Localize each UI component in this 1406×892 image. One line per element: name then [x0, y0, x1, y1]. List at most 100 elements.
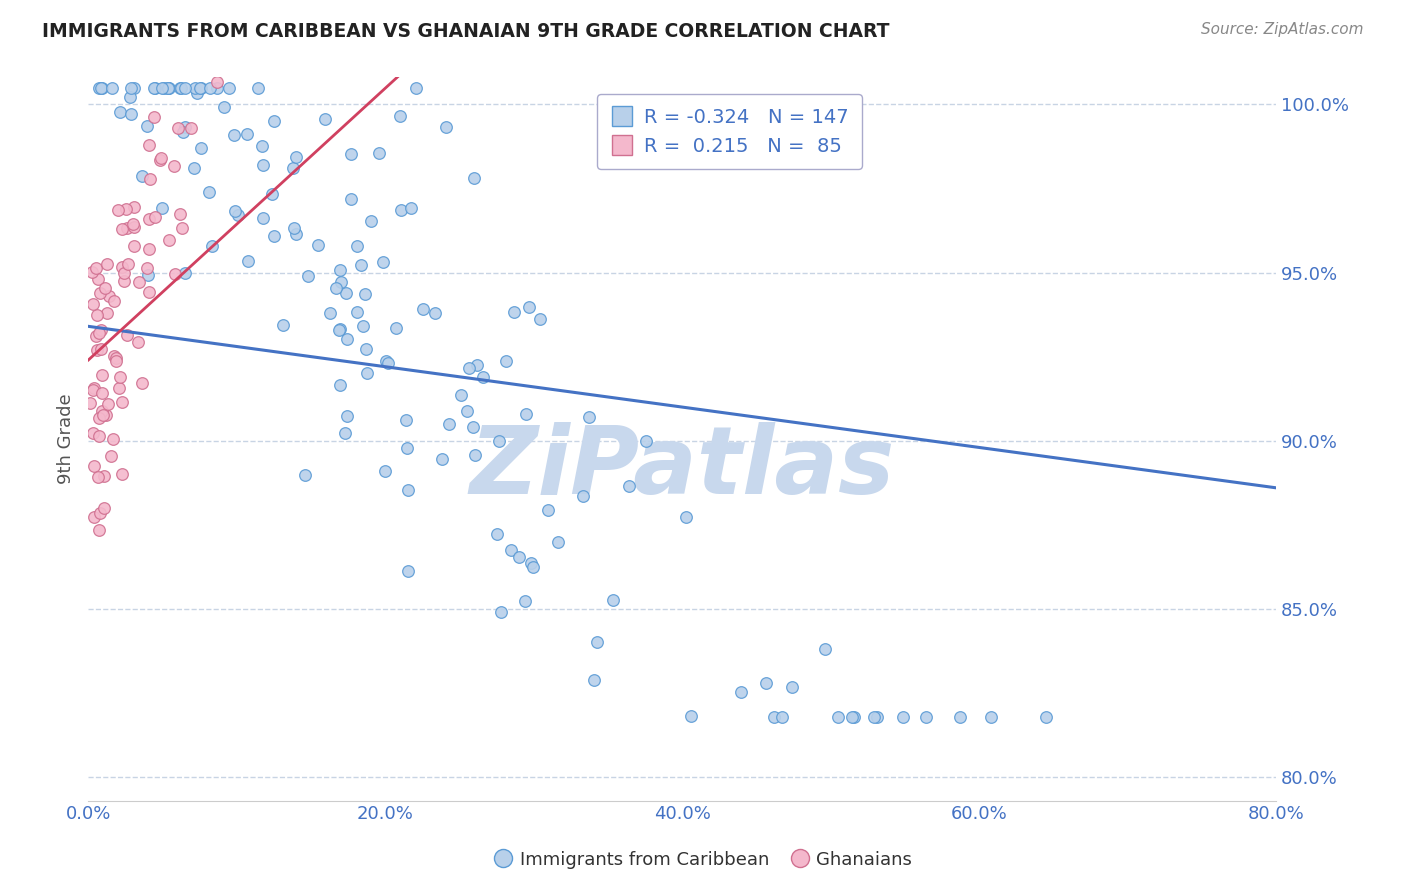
Point	[93, 501, 115, 516]
Point	[94, 408, 117, 422]
Point	[501, 542, 523, 557]
Point	[86, 308, 108, 322]
Point	[174, 80, 197, 95]
Point	[529, 311, 551, 326]
Point	[515, 408, 537, 422]
Point	[136, 260, 159, 275]
Point	[375, 353, 398, 368]
Point	[425, 306, 447, 320]
Point	[83, 381, 105, 395]
Point	[260, 186, 283, 201]
Point	[82, 425, 104, 440]
Point	[450, 388, 472, 402]
Point	[333, 425, 356, 440]
Point	[87, 429, 110, 443]
Point	[537, 503, 560, 517]
Point	[472, 370, 495, 384]
Point	[328, 323, 350, 337]
Point	[250, 139, 273, 153]
Point	[465, 359, 488, 373]
Point	[238, 253, 260, 268]
Text: ZiPatlas: ZiPatlas	[470, 422, 894, 514]
Point	[122, 239, 145, 253]
Point	[166, 0, 188, 11]
Point	[681, 709, 703, 723]
Point	[142, 80, 165, 95]
Point	[115, 202, 138, 217]
Point	[356, 342, 378, 356]
Point	[105, 354, 128, 368]
Point	[755, 675, 778, 690]
Point	[201, 239, 224, 253]
Point	[83, 458, 105, 473]
Point	[122, 220, 145, 235]
Point	[770, 709, 793, 723]
Point	[456, 403, 478, 417]
Point	[103, 293, 125, 308]
Point	[399, 201, 422, 215]
Point	[169, 80, 191, 95]
Point	[252, 158, 274, 172]
Point	[915, 709, 938, 723]
Point	[263, 114, 285, 128]
Point	[138, 212, 160, 227]
Text: Source: ZipAtlas.com: Source: ZipAtlas.com	[1201, 22, 1364, 37]
Point	[131, 376, 153, 391]
Point	[377, 355, 399, 369]
Point	[374, 464, 396, 478]
Point	[389, 109, 412, 123]
Point	[117, 221, 139, 235]
Point	[318, 306, 340, 320]
Point	[217, 4, 239, 19]
Point	[340, 146, 363, 161]
Point	[488, 434, 510, 448]
Y-axis label: 9th Grade: 9th Grade	[58, 393, 75, 484]
Point	[89, 326, 111, 340]
Point	[519, 557, 541, 571]
Point	[91, 368, 114, 383]
Point	[367, 146, 389, 161]
Point	[405, 80, 427, 95]
Point	[84, 261, 107, 276]
Legend: Immigrants from Caribbean, Ghanaians: Immigrants from Caribbean, Ghanaians	[486, 844, 920, 876]
Point	[384, 320, 406, 334]
Point	[150, 151, 173, 165]
Point	[91, 404, 114, 418]
Point	[224, 204, 246, 219]
Point	[172, 125, 194, 139]
Point	[273, 318, 295, 332]
Point	[93, 468, 115, 483]
Point	[827, 709, 849, 723]
Point	[461, 420, 484, 434]
Point	[112, 266, 135, 280]
Point	[122, 217, 145, 231]
Point	[284, 150, 307, 164]
Point	[304, 0, 326, 11]
Point	[980, 709, 1002, 723]
Point	[205, 74, 228, 88]
Point	[389, 203, 412, 218]
Point	[360, 214, 382, 228]
Point	[94, 281, 117, 295]
Point	[108, 381, 131, 395]
Point	[87, 272, 110, 286]
Point	[780, 680, 803, 694]
Point	[458, 361, 481, 376]
Point	[122, 200, 145, 214]
Point	[335, 286, 357, 301]
Point	[82, 384, 104, 398]
Point	[83, 509, 105, 524]
Point	[111, 222, 134, 236]
Point	[495, 354, 517, 368]
Point	[222, 128, 245, 142]
Point	[198, 80, 221, 95]
Point	[89, 285, 111, 300]
Point	[84, 329, 107, 343]
Point	[157, 233, 180, 247]
Point	[814, 642, 837, 657]
Point	[283, 161, 305, 175]
Point	[90, 323, 112, 337]
Point	[180, 120, 202, 135]
Point	[329, 275, 352, 289]
Point	[165, 267, 187, 281]
